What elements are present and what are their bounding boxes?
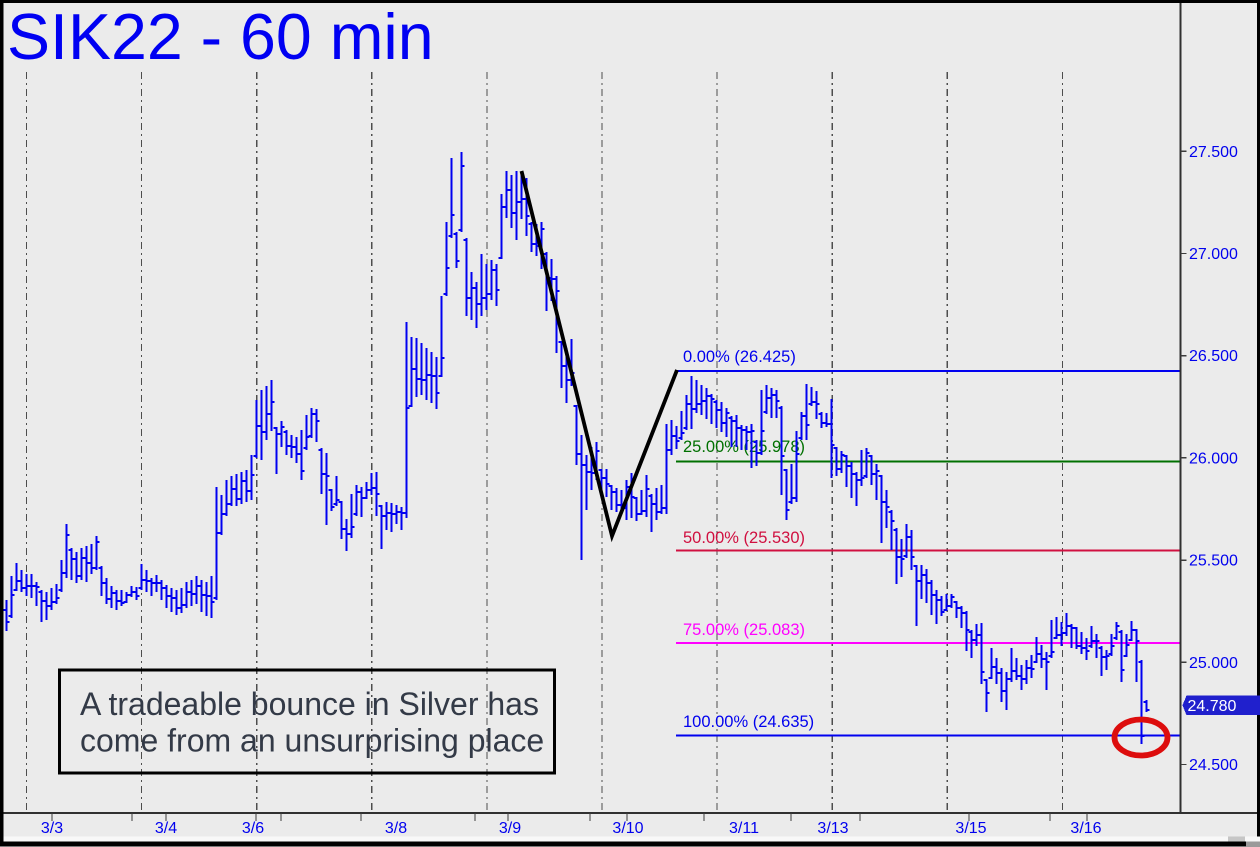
svg-text:27.000: 27.000 xyxy=(1189,246,1238,263)
svg-text:A tradeable bounce in Silver h: A tradeable bounce in Silver has xyxy=(80,686,539,722)
svg-text:3/13: 3/13 xyxy=(817,820,848,837)
svg-text:25.500: 25.500 xyxy=(1189,553,1238,570)
svg-text:3/4: 3/4 xyxy=(155,820,177,837)
svg-text:25.000: 25.000 xyxy=(1189,655,1238,672)
svg-text:3/3: 3/3 xyxy=(41,820,63,837)
svg-text:3/8: 3/8 xyxy=(385,820,407,837)
svg-text:75.00% (25.083): 75.00% (25.083) xyxy=(683,621,805,639)
svg-text:come from an unsurprising plac: come from an unsurprising place xyxy=(80,723,544,759)
svg-text:3/10: 3/10 xyxy=(612,820,643,837)
svg-text:24.780: 24.780 xyxy=(1188,698,1237,715)
svg-text:3/15: 3/15 xyxy=(955,820,986,837)
svg-text:26.000: 26.000 xyxy=(1189,450,1238,467)
svg-text:SIK22 - 60 min: SIK22 - 60 min xyxy=(7,1,434,73)
svg-text:27.500: 27.500 xyxy=(1189,144,1238,161)
svg-text:3/6: 3/6 xyxy=(242,820,264,837)
svg-text:26.500: 26.500 xyxy=(1189,348,1238,365)
svg-text:3/11: 3/11 xyxy=(729,820,759,837)
svg-text:50.00% (25.530): 50.00% (25.530) xyxy=(683,529,805,547)
svg-text:3/9: 3/9 xyxy=(499,820,521,837)
svg-text:24.500: 24.500 xyxy=(1189,757,1238,774)
svg-text:25.00% (25.978): 25.00% (25.978) xyxy=(683,438,805,456)
svg-text:3/16: 3/16 xyxy=(1070,820,1101,837)
svg-text:0.00% (26.425): 0.00% (26.425) xyxy=(683,348,796,366)
svg-text:100.00% (24.635): 100.00% (24.635) xyxy=(683,713,814,731)
